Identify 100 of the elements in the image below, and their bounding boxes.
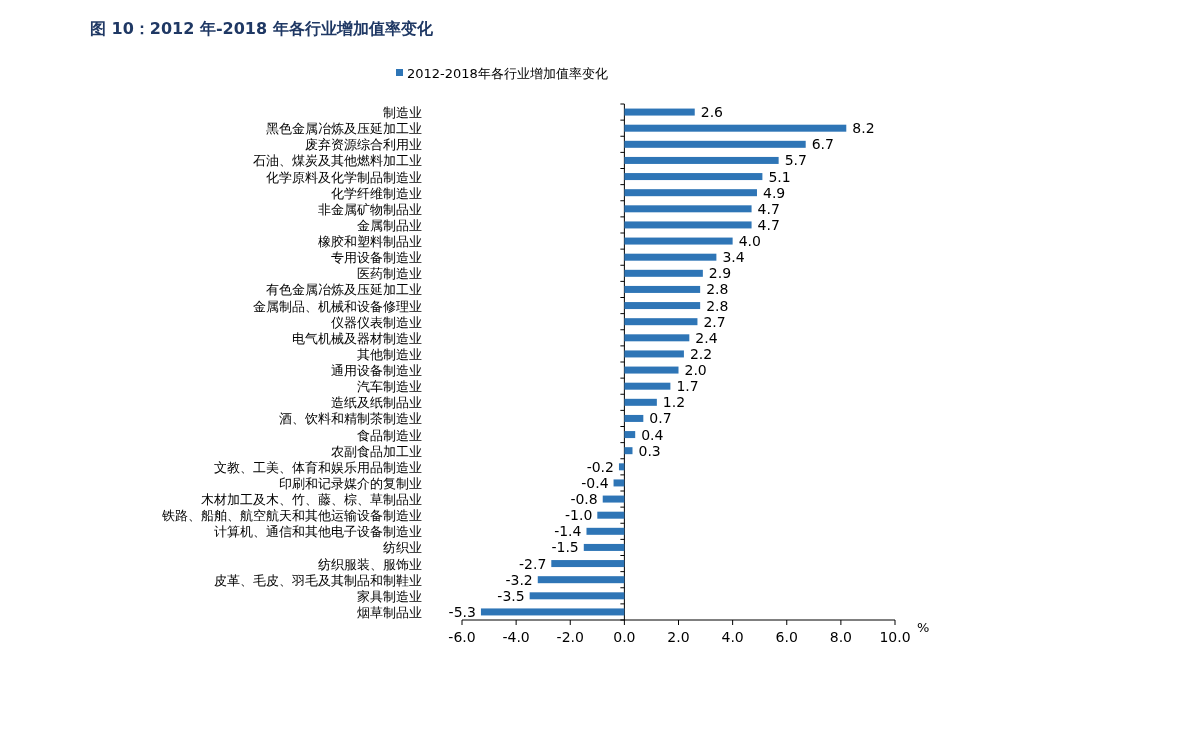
bar xyxy=(624,431,636,439)
bar xyxy=(602,495,625,503)
text: 2.2 xyxy=(689,345,713,362)
y-tick-label: 医药制造业 xyxy=(357,266,422,282)
bar xyxy=(624,447,633,455)
bar xyxy=(624,124,847,132)
bar xyxy=(624,189,757,197)
bar xyxy=(624,318,698,326)
x-axis-title: % xyxy=(917,620,930,635)
text: -1.4 xyxy=(554,523,582,540)
text: -5.3 xyxy=(448,603,476,620)
x-tick-label: -6.0 xyxy=(448,629,476,645)
text: -0.8 xyxy=(570,491,598,508)
text: 4.7 xyxy=(757,216,780,233)
bar xyxy=(624,156,779,164)
bar xyxy=(624,221,752,229)
text: 2.8 xyxy=(706,297,729,314)
text: 1.2 xyxy=(662,394,686,411)
y-tick-label: 计算机、通信和其他电子设备制造业 xyxy=(214,524,422,540)
text: 5.1 xyxy=(768,168,791,185)
y-tick-label: 金属制品、机械和设备修理业 xyxy=(253,298,422,314)
text: 6.7 xyxy=(811,136,834,153)
bar xyxy=(624,269,703,277)
x-tick-label: 4.0 xyxy=(721,629,744,645)
text: 0.7 xyxy=(649,410,672,427)
y-tick-label: 食品制造业 xyxy=(357,427,422,443)
bar xyxy=(624,302,701,310)
bar xyxy=(624,173,763,181)
x-tick-label: 10.0 xyxy=(879,629,911,645)
y-tick-label: 其他制造业 xyxy=(357,346,422,362)
text: 0.3 xyxy=(638,442,661,459)
y-tick-label: 农副食品加工业 xyxy=(331,443,422,459)
bar xyxy=(624,285,701,293)
bar xyxy=(624,350,684,358)
y-tick-label: 烟草制品业 xyxy=(357,604,422,620)
text: 2.8 xyxy=(706,281,729,298)
text: -3.5 xyxy=(497,587,525,604)
y-tick-label: 纺织业 xyxy=(383,540,422,556)
bar xyxy=(624,140,806,148)
bar xyxy=(624,366,679,374)
y-tick-label: 木材加工及木、竹、藤、棕、草制品业 xyxy=(201,492,422,508)
y-tick-label: 化学纤维制造业 xyxy=(331,185,422,201)
text: 1.7 xyxy=(676,378,699,395)
x-tick-label: 6.0 xyxy=(775,629,798,645)
text: 8.2 xyxy=(852,120,875,137)
text: 5.7 xyxy=(784,152,807,169)
y-tick-label: 铁路、船舶、航空航天和其他运输设备制造业 xyxy=(161,508,422,524)
x-tick-label: 2.0 xyxy=(667,629,690,645)
text: 4.0 xyxy=(738,233,761,250)
x-tick-label: 8.0 xyxy=(829,629,853,645)
bar xyxy=(624,108,695,116)
legend-label: 2012-2018年各行业增加值率变化 xyxy=(407,66,608,81)
y-tick-label: 专用设备制造业 xyxy=(331,250,422,266)
bar xyxy=(583,543,625,551)
text: 2.4 xyxy=(695,329,718,346)
y-tick-label: 通用设备制造业 xyxy=(331,363,422,379)
y-tick-label: 电气机械及器材制造业 xyxy=(292,330,422,346)
bar xyxy=(480,608,625,616)
y-tick-label: 酒、饮料和精制茶制造业 xyxy=(279,411,422,427)
x-tick-label: -2.0 xyxy=(556,629,584,645)
bar xyxy=(624,398,657,406)
y-tick-label: 文教、工美、体育和娱乐用品制造业 xyxy=(214,459,422,475)
y-tick-label: 金属制品业 xyxy=(357,217,422,233)
y-tick-label: 有色金属冶炼及压延加工业 xyxy=(266,282,422,298)
y-tick-label: 化学原料及化学制品制造业 xyxy=(266,169,422,185)
text: 2.9 xyxy=(708,265,732,282)
y-tick-label: 橡胶和塑料制品业 xyxy=(318,234,422,250)
text: 3.4 xyxy=(722,249,745,266)
text: 图 10：2012 年-2018 年各行业增加值率变化 xyxy=(90,19,434,38)
x-tick-label: -4.0 xyxy=(502,629,530,645)
text: -1.5 xyxy=(551,539,579,556)
text: -0.4 xyxy=(581,474,609,491)
y-tick-label: 非金属矿物制品业 xyxy=(318,201,422,217)
y-tick-label: 废弃资源综合利用业 xyxy=(305,137,422,153)
bar xyxy=(624,334,690,342)
text: -0.2 xyxy=(586,458,614,475)
y-tick-label: 黑色金属冶炼及压延加工业 xyxy=(266,121,422,137)
text: 2.0 xyxy=(684,362,707,379)
text: -3.2 xyxy=(505,571,533,588)
bar xyxy=(618,463,625,471)
y-tick-label: 家具制造业 xyxy=(357,588,422,604)
bar xyxy=(624,253,717,261)
text: -1.0 xyxy=(564,507,593,524)
bar xyxy=(529,592,625,600)
y-tick-label: 皮革、毛皮、羽毛及其制品和制鞋业 xyxy=(214,572,422,588)
x-tick-label: 0.0 xyxy=(613,629,636,645)
y-tick-label: 纺织服装、服饰业 xyxy=(318,556,422,572)
text: 2.6 xyxy=(700,104,723,121)
text: -2.7 xyxy=(518,555,547,572)
y-tick-label: 仪器仪表制造业 xyxy=(331,314,422,330)
bar xyxy=(613,479,625,487)
y-tick-label: 制造业 xyxy=(383,105,422,121)
bar xyxy=(586,527,625,535)
bar xyxy=(624,237,733,245)
bar xyxy=(551,560,625,568)
text: 2.7 xyxy=(703,313,726,330)
bar xyxy=(597,511,625,519)
bar xyxy=(624,414,644,422)
y-tick-label: 印刷和记录媒介的复制业 xyxy=(279,475,422,491)
text: 4.7 xyxy=(757,200,780,217)
